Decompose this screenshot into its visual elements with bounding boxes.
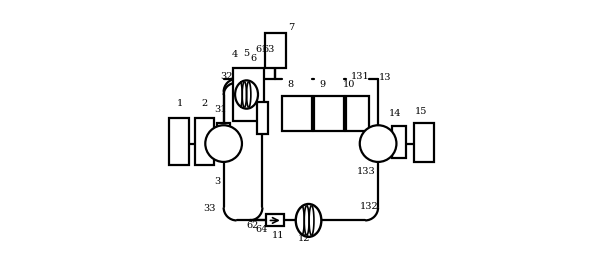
- Text: 14: 14: [388, 109, 401, 118]
- Text: 4: 4: [231, 50, 238, 59]
- Bar: [266, 214, 284, 226]
- Text: 13: 13: [378, 73, 391, 82]
- Circle shape: [360, 125, 397, 162]
- Text: 1: 1: [176, 99, 183, 108]
- Text: 131: 131: [350, 72, 369, 81]
- Circle shape: [205, 125, 242, 162]
- Text: 132: 132: [359, 202, 378, 211]
- Bar: [392, 126, 406, 159]
- Bar: [346, 96, 370, 131]
- Text: 8: 8: [288, 80, 294, 89]
- Bar: [414, 123, 434, 162]
- Text: 12: 12: [297, 234, 310, 243]
- Text: 62: 62: [247, 221, 259, 230]
- Text: 63: 63: [262, 45, 275, 54]
- Text: 10: 10: [343, 80, 355, 89]
- Text: 6: 6: [250, 54, 256, 63]
- Text: 5: 5: [243, 49, 250, 58]
- Bar: [233, 68, 264, 121]
- Text: 32: 32: [220, 72, 232, 81]
- Bar: [195, 118, 214, 165]
- Bar: [169, 118, 189, 165]
- Text: 7: 7: [288, 23, 295, 32]
- Text: 61: 61: [255, 45, 267, 54]
- Text: 11: 11: [272, 231, 284, 240]
- Text: 15: 15: [415, 107, 427, 116]
- Text: 2: 2: [201, 99, 208, 108]
- Bar: [217, 123, 231, 159]
- Text: 9: 9: [319, 80, 325, 89]
- Text: 31: 31: [214, 105, 226, 114]
- Text: 3: 3: [214, 177, 220, 186]
- Text: 133: 133: [357, 167, 376, 176]
- Bar: [282, 96, 312, 131]
- Bar: [314, 96, 344, 131]
- Text: 33: 33: [203, 204, 216, 213]
- Bar: [265, 33, 286, 68]
- Bar: [257, 102, 267, 134]
- Text: 64: 64: [255, 225, 267, 234]
